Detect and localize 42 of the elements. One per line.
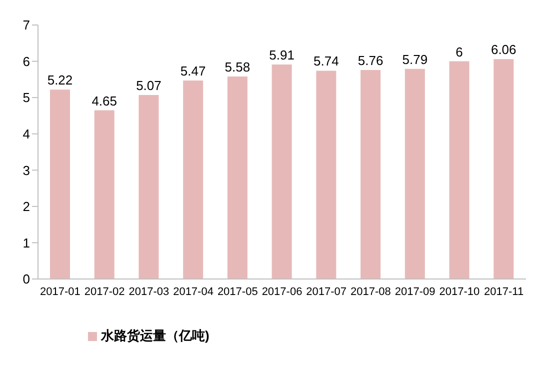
y-tick-label: 5 bbox=[22, 90, 30, 106]
data-label: 5.07 bbox=[136, 78, 162, 94]
x-tick-label: 2017-05 bbox=[217, 286, 258, 298]
data-label: 4.65 bbox=[92, 93, 118, 108]
y-tick-label: 2 bbox=[22, 199, 30, 214]
data-label: 5.74 bbox=[314, 54, 339, 69]
y-tick-label: 3 bbox=[22, 162, 30, 178]
bar bbox=[316, 70, 336, 279]
x-tick-label: 2017-09 bbox=[394, 286, 436, 298]
x-tick-label: 2017-11 bbox=[484, 286, 524, 298]
y-tick-label: 1 bbox=[22, 235, 30, 250]
bar bbox=[94, 110, 114, 279]
data-label: 6.06 bbox=[490, 42, 516, 58]
bar bbox=[449, 61, 470, 279]
data-label: 6 bbox=[456, 44, 463, 60]
bar bbox=[360, 70, 381, 279]
x-tick-label: 2017-08 bbox=[350, 286, 391, 298]
y-tick-label: 7 bbox=[22, 18, 30, 33]
x-tick-label: 2017-10 bbox=[439, 286, 480, 298]
bar bbox=[138, 95, 159, 279]
bar bbox=[50, 90, 70, 279]
bar bbox=[404, 68, 425, 279]
bar bbox=[494, 59, 514, 279]
bar bbox=[272, 64, 292, 279]
bar bbox=[183, 80, 204, 279]
data-label: 5.58 bbox=[224, 60, 250, 75]
y-tick-label: 0 bbox=[22, 272, 30, 287]
data-label: 5.79 bbox=[402, 52, 428, 67]
x-tick-label: 2017-04 bbox=[173, 286, 214, 298]
x-tick-label: 2017-06 bbox=[262, 286, 302, 298]
y-tick-label: 4 bbox=[22, 126, 30, 142]
x-tick-label: 2017-01 bbox=[40, 286, 80, 298]
data-label: 5.91 bbox=[269, 48, 294, 63]
y-tick-label: 6 bbox=[22, 54, 30, 69]
data-label: 5.47 bbox=[180, 64, 206, 79]
bar bbox=[227, 76, 248, 279]
data-label: 5.22 bbox=[47, 72, 73, 88]
x-tick-label: 2017-03 bbox=[128, 286, 170, 298]
legend-label: 水路货运量（亿吨) bbox=[101, 328, 210, 343]
x-tick-label: 2017-02 bbox=[84, 286, 125, 298]
x-tick-label: 2017-07 bbox=[306, 286, 347, 298]
data-label: 5.76 bbox=[358, 52, 384, 68]
